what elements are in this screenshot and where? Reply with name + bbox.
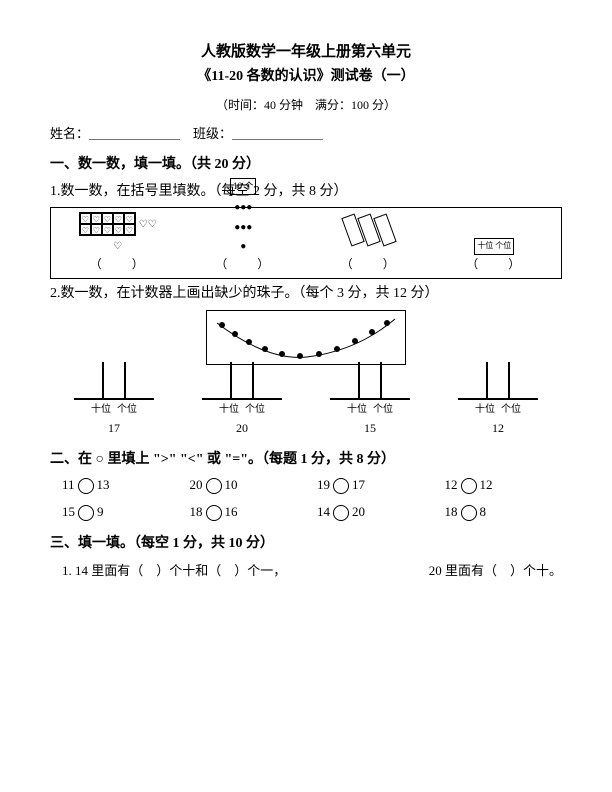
lbl-tens: 十位 (475, 402, 495, 418)
section-3-header: 三、填一填。（每空 1 分，共 10 分） (50, 533, 562, 555)
cmp-3: 1212 (445, 475, 563, 496)
blank-3: （ ） (306, 255, 432, 274)
lbl-ones: 个位 (245, 402, 265, 418)
compare-grid: 1113 2010 1917 1212 159 1816 1420 188 (62, 475, 562, 523)
counter-15: 十位个位 15 (330, 362, 410, 438)
lbl-tens: 十位 (347, 402, 367, 418)
counter-num-0: 17 (74, 419, 154, 438)
counter-20: 十位个位 20 (202, 362, 282, 438)
cmp-2: 1917 (317, 475, 435, 496)
lbl-tens: 十位 (219, 402, 239, 418)
section-1-header: 一、数一数，填一填。（共 20 分） (50, 154, 562, 176)
counter-17: 十位个位 17 (74, 362, 154, 438)
bead-chain-box (206, 310, 406, 365)
q1-1-prompt: 1.数一数，在括号里填数。（每空 2 分，共 8 分） (50, 181, 562, 203)
cmp-4: 159 (62, 502, 180, 523)
counter-num-2: 15 (330, 419, 410, 438)
diagram-sticks: （ ） (306, 213, 432, 274)
cmp-5: 1816 (190, 502, 308, 523)
cmp-6: 1420 (317, 502, 435, 523)
diagram-tens-dots: 10 个 ●●●●●●● （ ） (181, 178, 307, 274)
name-class-line: 姓名：＿＿＿＿＿＿＿ 班级：＿＿＿＿＿＿＿ (50, 124, 562, 145)
cmp-7: 188 (445, 502, 563, 523)
ten-label: 10 个 (230, 178, 256, 194)
counter-12: 十位个位 12 (458, 362, 538, 438)
blank-4: （ ） (432, 255, 558, 274)
lbl-ones: 个位 (373, 402, 393, 418)
cmp-0: 1113 (62, 475, 180, 496)
q3-1b: 20 里面有（ ）个十。 (429, 561, 562, 582)
counter-num-3: 12 (458, 419, 538, 438)
lbl-ones: 个位 (501, 402, 521, 418)
counter-num-1: 20 (202, 419, 282, 438)
diagram-abacus: 十位 个位 （ ） (432, 215, 558, 274)
count-diagram-row: ♡♡♡♡♡ ♡♡♡♡♡ ♡♡♡ （ ） 10 个 ●●●●●●● （ ） （ ）… (50, 207, 562, 279)
title-line-1: 人教版数学一年级上册第六单元 (50, 40, 562, 64)
cmp-1: 2010 (190, 475, 308, 496)
q3-1a: 1. 14 里面有（ ）个十和（ ）个一， (62, 561, 286, 582)
section-2-header: 二、在 ○ 里填上 ">" "<" 或 "="。（每题 1 分，共 8 分） (50, 449, 562, 471)
blank-2: （ ） (181, 255, 307, 274)
blank-1: （ ） (55, 255, 181, 274)
bead-chain-icon (207, 311, 405, 364)
lbl-ones: 个位 (117, 402, 137, 418)
counter-row: 十位个位 17 十位个位 20 十位个位 15 十位个位 12 (50, 371, 562, 439)
diagram-hearts: ♡♡♡♡♡ ♡♡♡♡♡ ♡♡♡ （ ） (55, 212, 181, 274)
title-line-2: 《11-20 各数的认识》测试卷（一） (50, 66, 562, 88)
exam-duration: （时间：40 分钟 满分：100 分） (50, 96, 562, 115)
lbl-tens: 十位 (91, 402, 111, 418)
q1-2-prompt: 2.数一数，在计数器上画出缺少的珠子。（每个 3 分，共 12 分） (50, 283, 562, 305)
abacus-label: 十位 个位 (474, 238, 514, 255)
